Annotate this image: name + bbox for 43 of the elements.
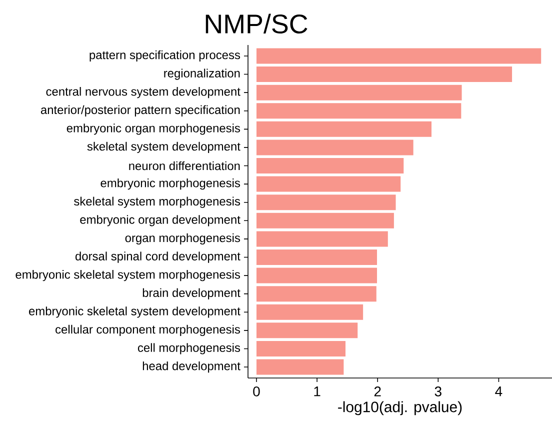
bar (256, 176, 401, 192)
y-tick-label: neuron differentiation (129, 161, 240, 170)
y-tick-label: skeletal system morphogenesis (74, 196, 240, 208)
y-tick-label: embryonic organ development (80, 215, 240, 226)
bar (256, 158, 404, 174)
bar (256, 304, 364, 320)
bar (256, 268, 377, 284)
bar (256, 212, 394, 228)
y-tick-label: organ morphogenesis (125, 233, 240, 245)
x-tick-label: 1 (314, 386, 320, 396)
y-tick-label: embryonic skeletal system development (29, 306, 240, 318)
y-tick-label: head development (142, 361, 240, 373)
y-tick-label: skeletal system development (87, 142, 240, 154)
y-tick-label: embryonic morphogenesis (100, 178, 240, 190)
y-tick-label: regionalization (164, 68, 240, 80)
bar (256, 121, 432, 137)
x-tick-label: 2 (374, 386, 381, 396)
bar (256, 286, 376, 302)
y-tick-label: anterior/posterior pattern specification (40, 105, 240, 116)
bar (256, 103, 462, 119)
bar (256, 231, 388, 247)
bar (256, 84, 462, 100)
bar (256, 66, 512, 82)
y-tick-label: embryonic skeletal system morphogenesis (16, 270, 240, 282)
bar (256, 340, 346, 356)
y-tick-label: cellular component morphogenesis (56, 324, 240, 336)
x-axis-title: -log10(adj. pvalue) (338, 401, 462, 416)
y-tick-label: central nervous system development (46, 87, 240, 98)
bar (256, 359, 344, 375)
bar (256, 249, 377, 265)
bar (256, 48, 542, 64)
x-tick-label: 4 (495, 386, 502, 396)
x-tick-label: 3 (434, 386, 442, 396)
y-tick-label: brain development (142, 288, 240, 300)
y-tick-label: embryonic organ morphogenesis (66, 124, 240, 135)
y-tick-label: pattern specification process (90, 50, 240, 62)
bar (256, 140, 414, 156)
y-tick-label: dorsal spinal cord development (76, 252, 240, 263)
chart-title: NMP/SC (206, 14, 308, 34)
y-tick-label: cell morphogenesis (138, 343, 240, 354)
bar (256, 322, 358, 338)
x-tick-label: 0 (253, 386, 260, 396)
bar (256, 194, 396, 210)
